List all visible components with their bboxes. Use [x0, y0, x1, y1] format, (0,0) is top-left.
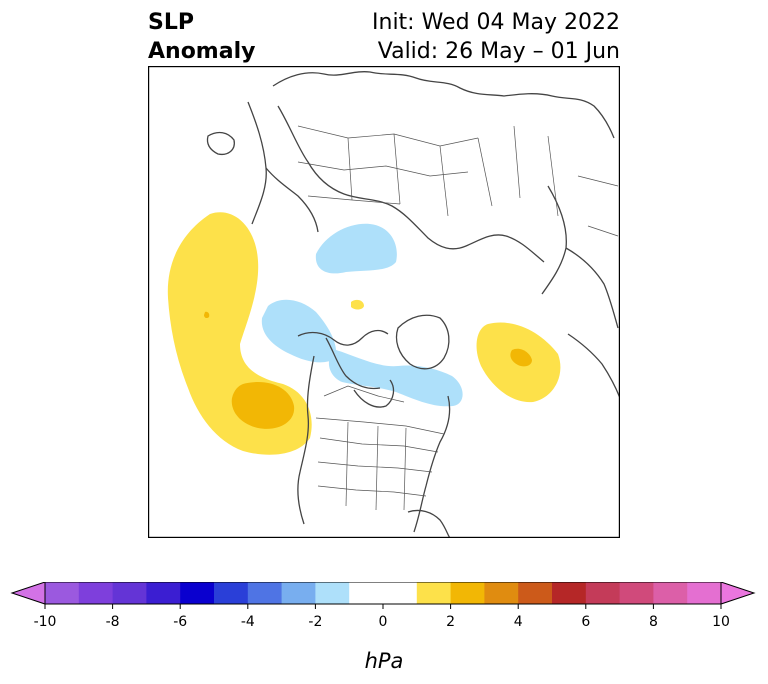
colorbar-bin	[450, 582, 485, 604]
colorbar-bin	[112, 582, 147, 604]
colorbar-bin	[315, 582, 350, 604]
anomaly-pole-small-positive	[351, 299, 364, 310]
anomaly-siberia-negative	[315, 223, 397, 274]
anomaly-map	[148, 66, 620, 538]
colorbar-tick-label: 0	[379, 614, 388, 630]
colorbar-bin	[146, 582, 181, 604]
colorbar-extend-min	[10, 582, 46, 605]
anomaly-hudson-bay-negative	[328, 350, 463, 407]
anomaly-arctic-alaska-negative	[261, 299, 337, 363]
anomaly-north-pacific-dot	[204, 311, 210, 319]
colorbar-tick-label: -2	[308, 614, 322, 630]
anomaly-layer	[148, 212, 620, 455]
colorbar-tick-label: 8	[649, 614, 658, 630]
colorbar-bin	[518, 582, 553, 604]
colorbar: -10 -8 -6 -4 -2 0 2 4 6 8 10 hPa	[10, 582, 756, 673]
colorbar-bin	[180, 582, 215, 604]
anomaly-north-pacific-core	[231, 382, 295, 429]
colorbar-tick-label: 2	[446, 614, 455, 630]
colorbar-bin	[653, 582, 688, 604]
colorbar-bin	[281, 582, 316, 604]
colorbar-bin	[78, 582, 113, 604]
political-borders	[297, 125, 619, 511]
colorbar-tick-label: -8	[106, 614, 120, 630]
colorbar-bin	[383, 582, 418, 604]
colorbar-bin	[416, 582, 451, 604]
colorbar-unit-label: hPa	[365, 649, 404, 673]
coastlines	[206, 71, 620, 538]
anomaly-north-atlantic-core	[510, 348, 532, 367]
colorbar-bin	[349, 582, 384, 604]
colorbar-tick-label: -10	[34, 614, 57, 630]
colorbar-bin	[247, 582, 282, 604]
colorbar-extend-max	[720, 582, 756, 605]
colorbar-tick-label: -6	[173, 614, 187, 630]
init-date: Init: Wed 04 May 2022	[372, 10, 620, 35]
title-line-2: Anomaly	[148, 39, 256, 64]
map-title: SLP Anomaly	[148, 8, 255, 66]
title-line-1: SLP	[148, 10, 194, 35]
colorbar-ticks: -10 -8 -6 -4 -2 0 2 4 6 8 10	[34, 604, 730, 630]
colorbar-bin	[687, 582, 722, 604]
colorbar-tick-label: 10	[712, 614, 730, 630]
colorbar-bin	[585, 582, 620, 604]
colorbar-tick-label: -4	[241, 614, 255, 630]
colorbar-tick-label: 4	[514, 614, 523, 630]
colorbar-bin	[484, 582, 519, 604]
map-border	[148, 66, 620, 538]
colorbar-bins	[45, 582, 722, 604]
forecast-dates: Init: Wed 04 May 2022 Valid: 26 May – 01…	[372, 8, 620, 66]
colorbar-bin	[619, 582, 654, 604]
colorbar-bin	[214, 582, 249, 604]
colorbar-bin	[45, 582, 80, 604]
valid-range: Valid: 26 May – 01 Jun	[377, 39, 620, 64]
colorbar-bin	[552, 582, 587, 604]
colorbar-tick-label: 6	[581, 614, 590, 630]
